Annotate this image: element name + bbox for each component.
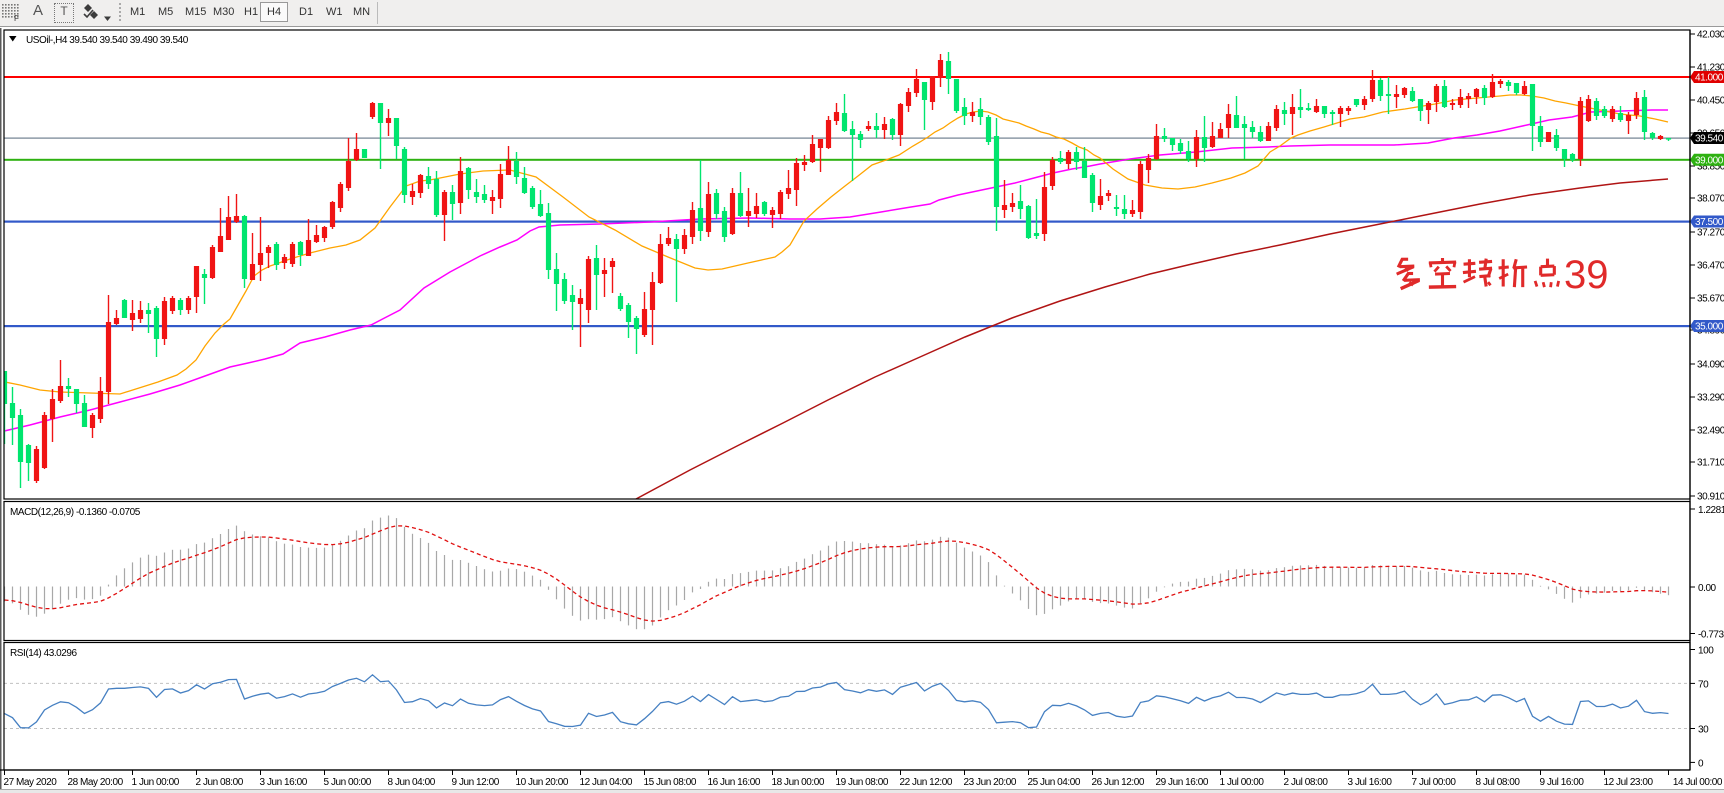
svg-text:35.670: 35.670 bbox=[1697, 294, 1724, 305]
svg-text:RSI(14) 43.0296: RSI(14) 43.0296 bbox=[10, 648, 78, 659]
svg-text:MACD(12,26,9) -0.1360 -0.0705: MACD(12,26,9) -0.1360 -0.0705 bbox=[10, 507, 141, 518]
svg-text:19 Jun 08:00: 19 Jun 08:00 bbox=[836, 777, 889, 788]
svg-text:10 Jun 20:00: 10 Jun 20:00 bbox=[516, 777, 569, 788]
svg-text:100: 100 bbox=[1698, 646, 1714, 657]
svg-text:41.230: 41.230 bbox=[1697, 63, 1724, 74]
svg-text:3 Jun 16:00: 3 Jun 16:00 bbox=[260, 777, 308, 788]
svg-text:27 May 2020: 27 May 2020 bbox=[4, 777, 58, 788]
svg-text:9 Jul 16:00: 9 Jul 16:00 bbox=[1540, 777, 1585, 788]
svg-text:F: F bbox=[14, 14, 19, 22]
svg-text:2 Jul 08:00: 2 Jul 08:00 bbox=[1284, 777, 1329, 788]
svg-text:40.450: 40.450 bbox=[1697, 96, 1724, 107]
svg-text:33.290: 33.290 bbox=[1697, 393, 1724, 404]
svg-text:2 Jun 08:00: 2 Jun 08:00 bbox=[196, 777, 244, 788]
svg-text:12 Jun 04:00: 12 Jun 04:00 bbox=[580, 777, 633, 788]
svg-text:32.490: 32.490 bbox=[1697, 426, 1724, 437]
svg-text:37.270: 37.270 bbox=[1697, 228, 1724, 239]
svg-text:1 Jul 00:00: 1 Jul 00:00 bbox=[1220, 777, 1265, 788]
svg-text:30: 30 bbox=[1698, 725, 1709, 736]
svg-text:28 May 20:00: 28 May 20:00 bbox=[68, 777, 124, 788]
svg-text:38.850: 38.850 bbox=[1697, 162, 1724, 173]
svg-text:0.00: 0.00 bbox=[1698, 583, 1717, 594]
svg-text:39.540: 39.540 bbox=[1695, 134, 1724, 145]
svg-text:8 Jun 04:00: 8 Jun 04:00 bbox=[388, 777, 436, 788]
svg-text:29 Jun 16:00: 29 Jun 16:00 bbox=[1156, 777, 1209, 788]
svg-text:22 Jun 12:00: 22 Jun 12:00 bbox=[900, 777, 953, 788]
svg-text:26 Jun 12:00: 26 Jun 12:00 bbox=[1092, 777, 1145, 788]
svg-text:37.500: 37.500 bbox=[1695, 217, 1724, 228]
svg-text:USOil-,H4 39.540 39.540 39.49: USOil-,H4 39.540 39.540 39.490 39.540 bbox=[26, 35, 189, 46]
svg-text:3 Jul 16:00: 3 Jul 16:00 bbox=[1348, 777, 1393, 788]
svg-text:7 Jul 00:00: 7 Jul 00:00 bbox=[1412, 777, 1457, 788]
svg-text:39: 39 bbox=[1564, 253, 1609, 297]
svg-text:23 Jun 20:00: 23 Jun 20:00 bbox=[964, 777, 1017, 788]
svg-text:12 Jul 23:00: 12 Jul 23:00 bbox=[1604, 777, 1654, 788]
svg-text:8 Jul 08:00: 8 Jul 08:00 bbox=[1476, 777, 1521, 788]
svg-text:41.000: 41.000 bbox=[1695, 73, 1724, 84]
svg-text:14 Jul 00:00: 14 Jul 00:00 bbox=[1673, 777, 1723, 788]
svg-text:16 Jun 16:00: 16 Jun 16:00 bbox=[708, 777, 761, 788]
svg-text:1 Jun 00:00: 1 Jun 00:00 bbox=[132, 777, 180, 788]
svg-text:9 Jun 12:00: 9 Jun 12:00 bbox=[452, 777, 500, 788]
svg-text:34.090: 34.090 bbox=[1697, 360, 1724, 371]
svg-text:25 Jun 04:00: 25 Jun 04:00 bbox=[1028, 777, 1081, 788]
svg-text:18 Jun 00:00: 18 Jun 00:00 bbox=[772, 777, 825, 788]
svg-text:42.030: 42.030 bbox=[1697, 30, 1724, 41]
svg-text:15 Jun 08:00: 15 Jun 08:00 bbox=[644, 777, 697, 788]
svg-text:35.000: 35.000 bbox=[1695, 322, 1724, 333]
svg-text:36.470: 36.470 bbox=[1697, 261, 1724, 272]
svg-text:31.710: 31.710 bbox=[1697, 458, 1724, 469]
svg-text:1.2281: 1.2281 bbox=[1698, 505, 1724, 516]
svg-text:70: 70 bbox=[1698, 679, 1709, 690]
svg-text:-0.7738: -0.7738 bbox=[1698, 630, 1724, 641]
svg-text:0: 0 bbox=[1698, 758, 1704, 769]
svg-text:30.910: 30.910 bbox=[1697, 492, 1724, 503]
svg-text:5 Jun 00:00: 5 Jun 00:00 bbox=[324, 777, 372, 788]
svg-text:38.070: 38.070 bbox=[1697, 194, 1724, 205]
svg-text:39.000: 39.000 bbox=[1695, 155, 1724, 166]
